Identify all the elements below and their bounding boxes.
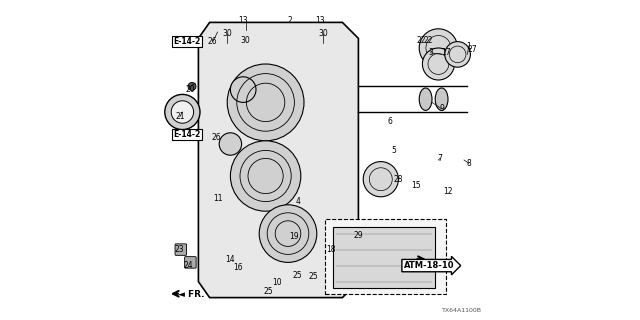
Text: 18: 18: [326, 245, 336, 254]
Text: 14: 14: [225, 255, 236, 264]
Text: 30: 30: [240, 36, 250, 44]
Circle shape: [230, 77, 256, 102]
Text: 11: 11: [213, 194, 222, 203]
Circle shape: [227, 64, 304, 141]
FancyBboxPatch shape: [175, 244, 187, 255]
Text: 20: 20: [186, 85, 195, 94]
Text: 12: 12: [444, 188, 452, 196]
Text: 5: 5: [391, 146, 396, 155]
Text: 17: 17: [442, 48, 451, 57]
Text: 15: 15: [411, 181, 421, 190]
Text: ◄ FR.: ◄ FR.: [178, 290, 204, 299]
FancyBboxPatch shape: [184, 257, 196, 268]
Text: 6: 6: [388, 117, 393, 126]
Text: TX64A1100B: TX64A1100B: [442, 308, 483, 313]
Text: 30: 30: [222, 29, 232, 38]
Text: 26: 26: [211, 133, 221, 142]
Text: E-14-2: E-14-2: [173, 37, 201, 46]
Text: 9: 9: [439, 104, 444, 113]
Text: 30: 30: [318, 29, 328, 38]
Text: 13: 13: [315, 16, 325, 25]
Circle shape: [230, 141, 301, 211]
PathPatch shape: [333, 227, 435, 288]
Circle shape: [165, 94, 200, 130]
Text: 22: 22: [416, 36, 426, 44]
Text: 2: 2: [287, 16, 292, 25]
Text: E-14-2: E-14-2: [173, 130, 201, 139]
Text: 16: 16: [234, 263, 243, 272]
Text: 3: 3: [428, 48, 433, 57]
Text: ATM-18-10: ATM-18-10: [404, 261, 454, 270]
Text: 25: 25: [308, 272, 319, 281]
Text: 8: 8: [467, 159, 471, 168]
Ellipse shape: [188, 83, 196, 91]
Circle shape: [172, 101, 193, 123]
Text: 28: 28: [394, 175, 403, 184]
Ellipse shape: [419, 88, 432, 110]
Circle shape: [259, 205, 317, 262]
Text: 29: 29: [353, 231, 364, 240]
Text: 22: 22: [423, 36, 433, 44]
Text: 25: 25: [264, 287, 274, 296]
Circle shape: [363, 162, 398, 197]
Text: 19: 19: [289, 232, 300, 241]
Text: 23: 23: [174, 245, 184, 254]
Text: 25: 25: [292, 271, 303, 280]
Text: 26: 26: [208, 37, 218, 46]
Text: 10: 10: [272, 278, 282, 287]
Ellipse shape: [435, 88, 448, 110]
Circle shape: [419, 29, 458, 67]
Text: 24: 24: [184, 261, 194, 270]
Text: 27: 27: [467, 45, 477, 54]
Text: 4: 4: [295, 197, 300, 206]
Text: 13: 13: [238, 16, 248, 25]
FancyBboxPatch shape: [325, 219, 447, 294]
Circle shape: [422, 48, 454, 80]
Circle shape: [219, 133, 242, 155]
Text: 7: 7: [438, 154, 442, 163]
Circle shape: [445, 42, 470, 67]
Text: 1: 1: [467, 42, 471, 51]
PathPatch shape: [198, 22, 358, 298]
Text: 21: 21: [175, 112, 184, 121]
